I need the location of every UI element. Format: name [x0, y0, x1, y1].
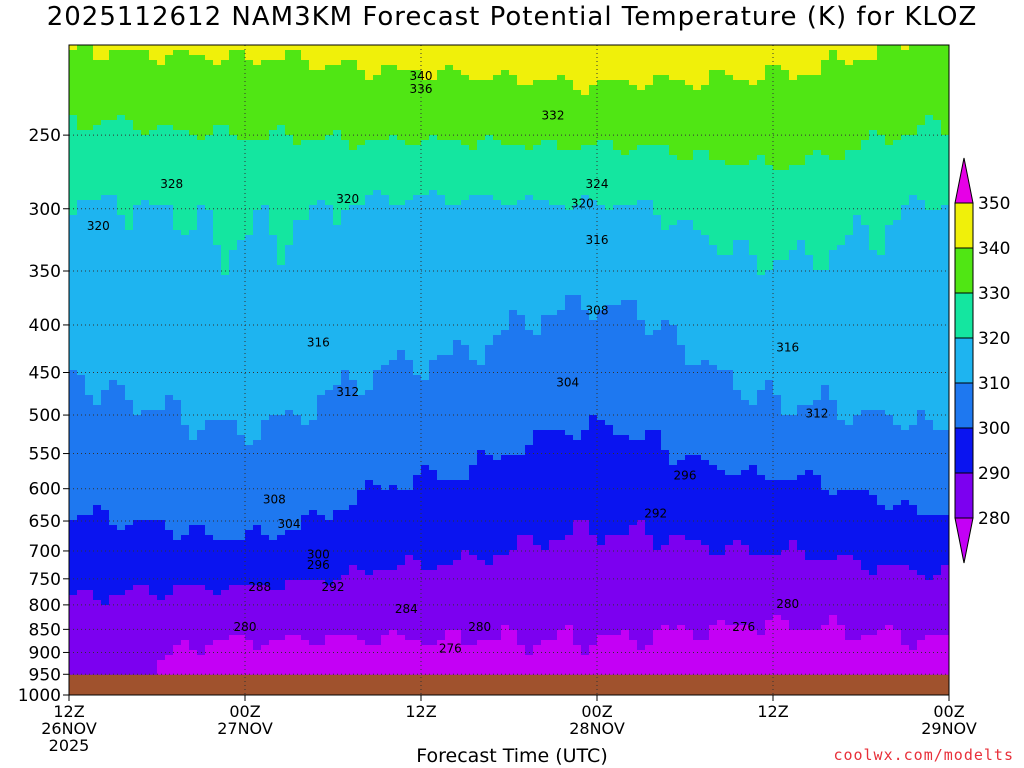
colorbar-label: 350 [978, 194, 1010, 214]
contour-label: 304 [278, 517, 301, 531]
x-axis-label: Forecast Time (UTC) [416, 745, 608, 767]
colorbar: 350 340 330 320 310 300 290 280 [954, 157, 1010, 564]
colorbar-top-arrow [954, 157, 974, 204]
colorbar-bottom-arrow [954, 517, 974, 564]
y-tick-label: 600 [29, 480, 61, 500]
x-tick-label: 29NOV [921, 719, 977, 738]
y-tick-label: 850 [29, 620, 61, 640]
contour-label: 320 [336, 192, 359, 206]
y-tick-label: 250 [29, 126, 61, 146]
colorbar-swatch [954, 247, 974, 294]
y-tick-label: 650 [29, 512, 61, 532]
contour-label: 316 [307, 336, 330, 350]
contour-label: 276 [732, 620, 755, 634]
y-tick-label: 500 [29, 406, 61, 426]
contour-label: 316 [776, 341, 799, 355]
contour-label: 316 [586, 233, 609, 247]
colorbar-label: 340 [978, 239, 1010, 259]
colorbar-label: 330 [978, 284, 1010, 304]
contour-label: 280 [234, 620, 257, 634]
contour-label: 284 [395, 602, 418, 616]
contour-label: 308 [263, 492, 286, 506]
contour-label: 296 [674, 469, 697, 483]
contour-label: 324 [586, 177, 609, 191]
contour-label: 288 [248, 580, 271, 594]
y-tick-label: 400 [29, 316, 61, 336]
colorbar-swatch [954, 427, 974, 474]
colorbar-label: 290 [978, 464, 1010, 484]
y-tick-label: 1000 [18, 686, 61, 706]
colorbar-label: 310 [978, 374, 1010, 394]
plot-frame [68, 44, 950, 696]
contour-label: 336 [410, 82, 433, 96]
credit-text[interactable]: coolwx.com/modelts [833, 746, 1014, 764]
contour-label: 332 [542, 108, 565, 122]
contour-label: 292 [644, 506, 667, 520]
contour-label: 320 [571, 196, 594, 210]
colorbar-label: 320 [978, 329, 1010, 349]
y-tick-label: 950 [29, 665, 61, 685]
contour-label: 312 [806, 406, 829, 420]
contour-label: 276 [439, 641, 462, 655]
y-tick-label: 550 [29, 445, 61, 465]
x-tick-label: 12Z [53, 702, 84, 721]
x-tick-label: 2025 [49, 736, 90, 755]
colorbar-swatch [954, 472, 974, 519]
contour-label: 312 [336, 385, 359, 399]
y-tick-label: 750 [29, 570, 61, 590]
y-tick-label: 450 [29, 364, 61, 384]
theta-field [69, 45, 949, 695]
x-tick-label: 00Z [581, 702, 612, 721]
grid-lines [68, 45, 950, 696]
y-tick-label: 700 [29, 542, 61, 562]
contour-label: 292 [322, 580, 345, 594]
y-tick-label: 800 [29, 596, 61, 616]
colorbar-label: 300 [978, 419, 1010, 439]
x-tick-label: 26NOV [41, 719, 97, 738]
colorbar-swatch [954, 292, 974, 339]
contour-label: 300 [307, 547, 330, 561]
colorbar-swatch [954, 382, 974, 429]
x-tick-label: 12Z [757, 702, 788, 721]
contour-label: 340 [410, 69, 433, 83]
x-tick-label: 00Z [229, 702, 260, 721]
x-tick-label: 27NOV [217, 719, 273, 738]
colorbar-swatch [954, 337, 974, 384]
contour-label: 296 [307, 558, 330, 572]
contour-label: 328 [160, 177, 183, 191]
chart-title: 2025112612 NAM3KM Forecast Potential Tem… [46, 2, 978, 32]
colorbar-label: 280 [978, 509, 1010, 529]
contour-label: 280 [776, 597, 799, 611]
x-tick-label: 28NOV [569, 719, 625, 738]
y-tick-label: 900 [29, 643, 61, 663]
colorbar-swatch [954, 202, 974, 249]
x-tick-label: 12Z [405, 702, 436, 721]
contour-label: 320 [87, 219, 110, 233]
contour-label: 280 [468, 620, 491, 634]
contour-label: 308 [586, 304, 609, 318]
contour-label: 304 [556, 375, 579, 389]
y-tick-label: 300 [29, 200, 61, 220]
surface-terrain [69, 674, 949, 695]
x-tick-label: 00Z [933, 702, 964, 721]
y-tick-label: 350 [29, 262, 61, 282]
